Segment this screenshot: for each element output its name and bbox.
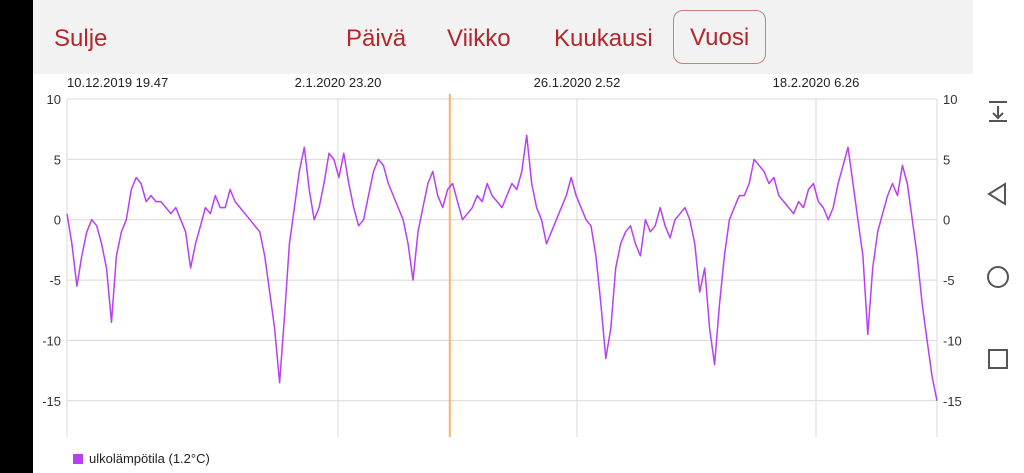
x-axis-labels: 10.12.2019 19.47 2.1.2020 23.20 26.1.2020 … xyxy=(67,75,859,90)
y-tick-label-right: 5 xyxy=(943,152,950,167)
android-nav-bar xyxy=(973,0,1024,473)
y-tick-label-right: 10 xyxy=(943,92,957,107)
legend-label: ulkolämpötila (1.2°C) xyxy=(89,451,210,466)
x-tick-label: 18.2.2020 6.26 xyxy=(773,75,860,90)
x-tick-label: 2.1.2020 23.20 xyxy=(295,75,382,90)
x-tick-label: 10.12.2019 19.47 xyxy=(67,75,168,90)
tab-day[interactable]: Päivä xyxy=(346,25,407,52)
tab-week[interactable]: Viikko xyxy=(447,25,511,52)
y-tick-label-right: -5 xyxy=(943,273,955,288)
y-tick-label-left: -10 xyxy=(42,333,61,348)
y-tick-label-left: 10 xyxy=(47,92,61,107)
status-strip xyxy=(0,0,33,473)
chart-legend: ulkolämpötila (1.2°C) xyxy=(73,451,210,466)
grid xyxy=(66,98,938,437)
y-tick-label-left: 0 xyxy=(54,213,61,228)
legend-swatch xyxy=(73,453,83,464)
y-tick-label-left: 5 xyxy=(54,152,61,167)
tab-month[interactable]: Kuukausi xyxy=(554,25,653,52)
temperature-chart[interactable]: 10.12.2019 19.47 2.1.2020 23.20 26.1.2020 … xyxy=(33,74,973,454)
y-axis-left: 10 5 0 -5 -10 -15 xyxy=(42,92,61,409)
y-axis-right: 10 5 0 -5 -10 -15 xyxy=(943,92,962,409)
tab-year[interactable]: Vuosi xyxy=(673,10,767,64)
y-tick-label-right: -15 xyxy=(943,394,962,409)
recents-icon[interactable] xyxy=(985,346,1011,372)
y-tick-label-left: -15 xyxy=(42,394,61,409)
y-tick-label-left: -5 xyxy=(49,273,61,288)
close-button[interactable]: Sulje xyxy=(54,25,108,52)
back-icon[interactable] xyxy=(985,181,1011,207)
y-tick-label-right: 0 xyxy=(943,213,950,228)
y-tick-label-right: -10 xyxy=(943,333,962,348)
collapse-icon[interactable] xyxy=(985,98,1011,124)
x-tick-label: 26.1.2020 2.52 xyxy=(534,75,621,90)
home-icon[interactable] xyxy=(985,264,1011,290)
series-line-outdoor-temp xyxy=(66,134,938,401)
top-toolbar xyxy=(33,0,973,74)
